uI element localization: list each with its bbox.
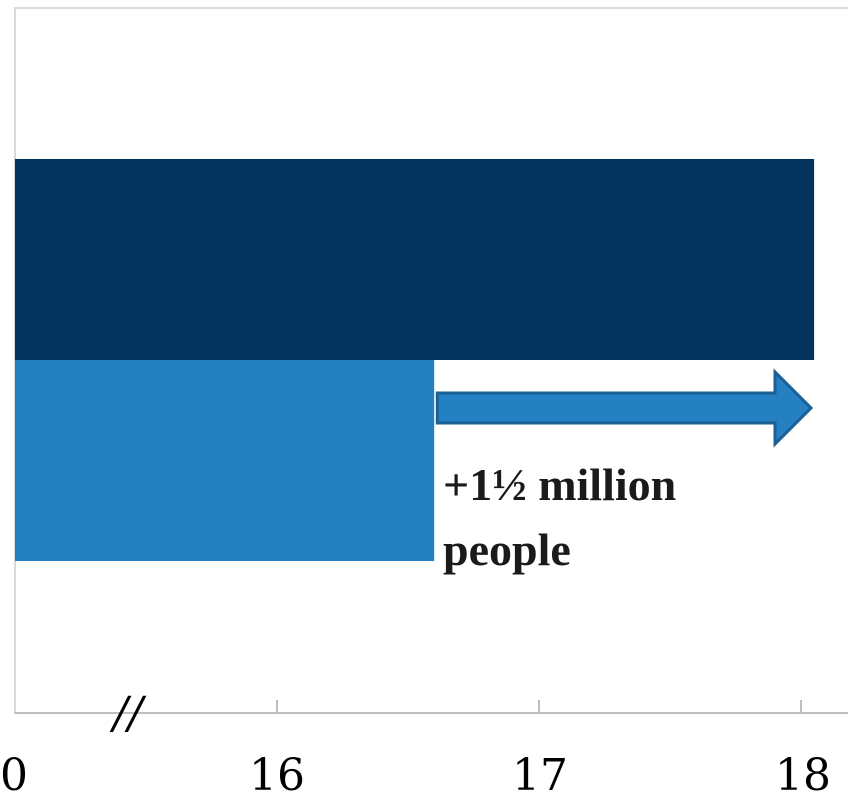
increase-arrow — [435, 368, 814, 448]
x-tick-label: 17 — [512, 750, 568, 793]
bar-baseline — [15, 360, 435, 561]
x-tick-label: 0 — [0, 750, 28, 793]
bar-total — [15, 159, 815, 360]
annotation-line-2: people — [443, 524, 571, 575]
annotation-line-1: +1½ million — [443, 459, 676, 510]
x-tick-label: 16 — [249, 750, 305, 793]
x-tick-label: 18 — [775, 750, 831, 793]
axis-break-symbol: // — [109, 688, 147, 739]
